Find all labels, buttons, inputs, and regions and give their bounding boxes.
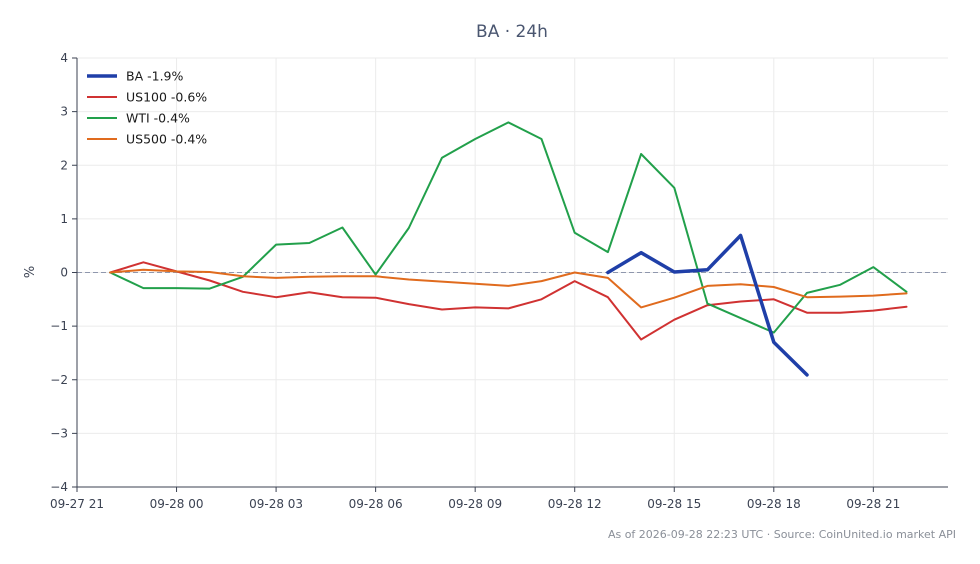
y-tick-label: −2 [50,373,68,387]
x-tick-label: 09-28 12 [548,497,602,511]
series-layer [109,121,908,377]
legend-label-3: WTI -0.4% [126,111,190,126]
y-tick-label: 3 [60,105,68,119]
tick-labels: −4 −3 −2 −1 0 1 2 3 4 09-27 21 09-28 00 09-28 03 09-… [50,51,900,511]
y-tick-label: −3 [50,426,68,440]
series-line-1 [606,233,809,377]
x-tick-label: 09-28 06 [349,497,403,511]
x-tick-label: 09-28 18 [747,497,801,511]
y-tick-label: −4 [50,480,68,494]
y-axis-label: % [23,266,38,278]
chart-title: BA · 24h [476,22,548,42]
legend-label-2: US100 -0.6% [126,90,207,105]
y-tick-label: 2 [60,158,68,172]
x-tick-label: 09-28 09 [448,497,502,511]
y-tick-label: 0 [60,266,68,280]
series-line-4 [109,268,908,309]
x-tick-label: 09-28 21 [846,497,900,511]
x-tick-label: 09-28 03 [249,497,303,511]
x-tick-label: 09-28 00 [150,497,204,511]
y-tick-label: −1 [50,319,68,333]
y-tick-label: 1 [60,212,68,226]
x-tick-label: 09-27 21 [50,497,104,511]
axes [72,57,948,492]
series-line-3 [109,121,908,334]
x-tick-label: 09-28 15 [647,497,701,511]
footer-source: As of 2026-09-28 22:23 UTC · Source: Coi… [608,528,956,541]
legend: BA -1.9% US100 -0.6% WTI -0.4% US500 -0.4% [87,69,207,147]
y-tick-label: 4 [60,51,68,65]
legend-label-1: BA -1.9% [126,69,183,84]
legend-label-4: US500 -0.4% [126,132,207,147]
series-line-2 [109,261,908,341]
